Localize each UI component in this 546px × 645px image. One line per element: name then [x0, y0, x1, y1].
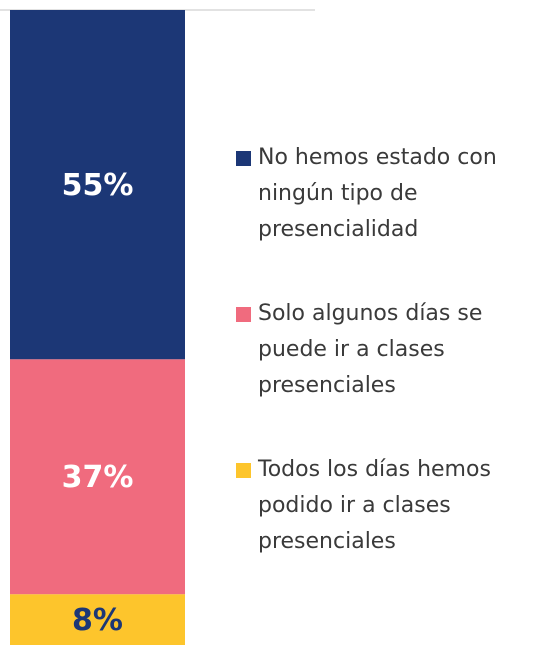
legend-label: Solo algunos días se puede ir a clases p…	[258, 301, 483, 398]
bar-segment	[10, 10, 185, 360]
data-label: 8%	[72, 603, 123, 638]
data-label: 55%	[62, 168, 134, 203]
legend-label: Todos los días hemos podido ir a clases …	[258, 457, 491, 554]
legend-swatch	[236, 307, 251, 322]
bar-segment	[10, 359, 185, 595]
legend-label: No hemos estado con ningún tipo de prese…	[258, 145, 497, 242]
legend-item: Todos los días hemos podido ir a clases …	[236, 452, 542, 560]
legend-swatch	[236, 151, 251, 166]
legend-item: Solo algunos días se puede ir a clases p…	[236, 296, 542, 404]
data-label: 37%	[62, 460, 134, 495]
legend-item: No hemos estado con ningún tipo de prese…	[236, 140, 542, 248]
legend-swatch	[236, 463, 251, 478]
bar-segment	[10, 594, 185, 645]
